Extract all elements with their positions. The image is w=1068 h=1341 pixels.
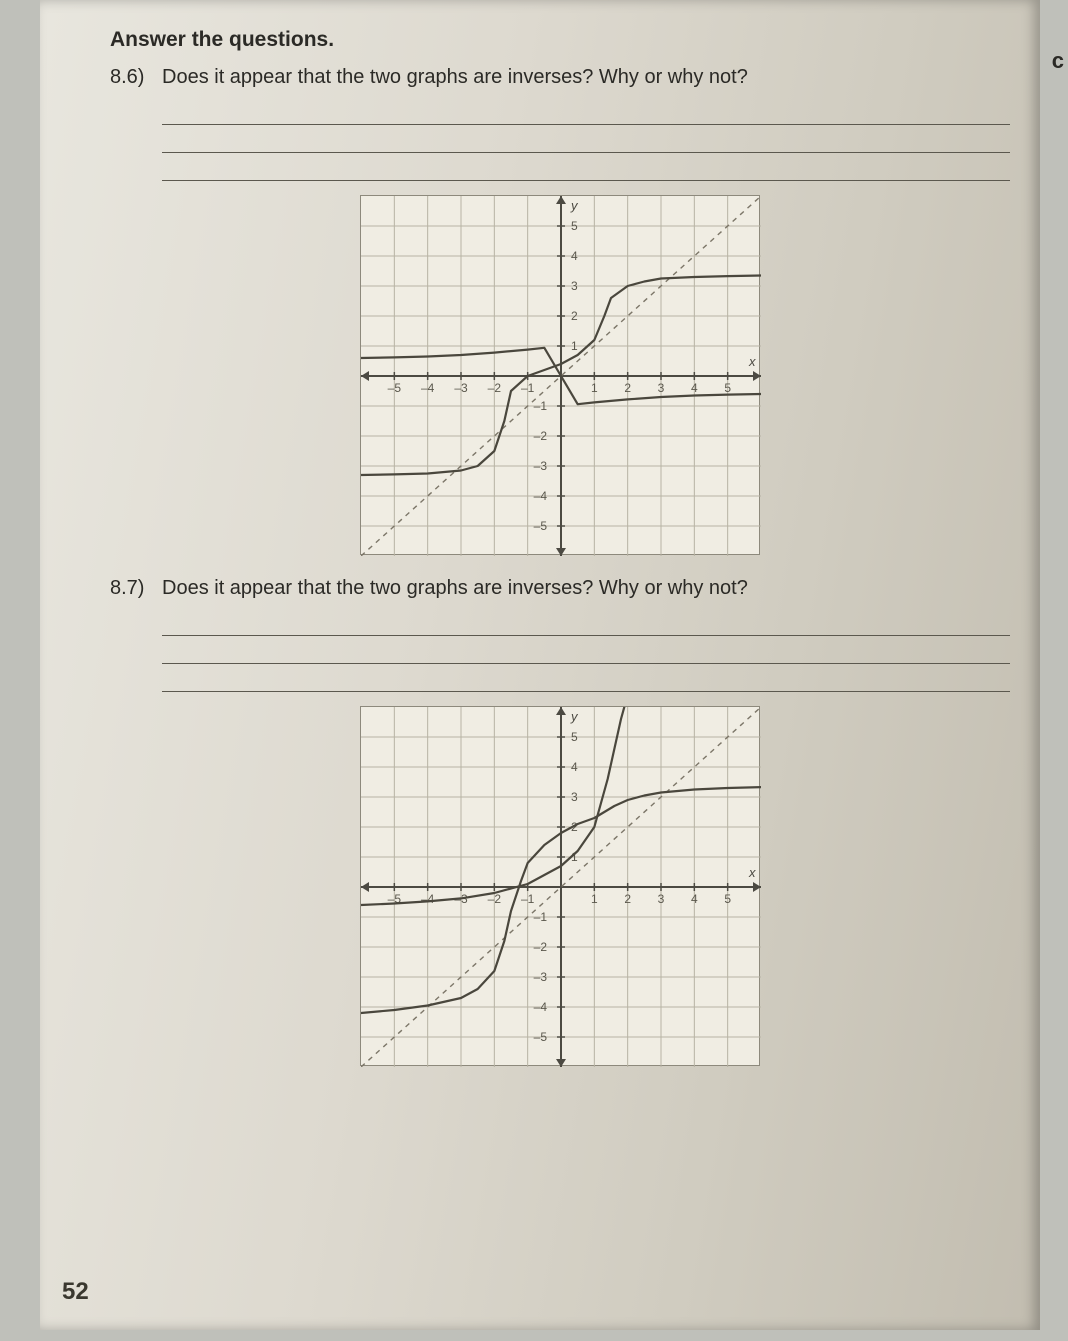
svg-text:–3: –3 [534, 970, 548, 984]
svg-text:1: 1 [591, 892, 598, 906]
graph-8-6: –5 –5 –4 –4 –3 –3 –2 –2 –1 –1 1 1 2 2 3 3 4 4 5 5 y x [360, 195, 760, 555]
svg-text:3: 3 [571, 279, 578, 293]
svg-text:2: 2 [624, 892, 631, 906]
question-text: Does it appear that the two graphs are i… [162, 66, 748, 89]
svg-text:–5: –5 [534, 519, 548, 533]
svg-text:–1: –1 [534, 910, 548, 924]
question-8-6: 8.6) Does it appear that the two graphs … [110, 66, 1010, 89]
answer-line[interactable] [162, 636, 1010, 664]
answer-lines-8-6 [162, 97, 1010, 181]
cutoff-text: c [1052, 48, 1064, 74]
svg-text:–4: –4 [534, 1000, 548, 1014]
section-heading: Answer the questions. [110, 28, 1010, 52]
svg-text:–3: –3 [534, 459, 548, 473]
question-text: Does it appear that the two graphs are i… [162, 577, 748, 600]
worksheet-page: Answer the questions. 8.6) Does it appea… [40, 0, 1040, 1330]
svg-text:–3: –3 [454, 381, 468, 395]
svg-text:–4: –4 [534, 489, 548, 503]
svg-text:4: 4 [571, 760, 578, 774]
page-number: 52 [62, 1278, 89, 1306]
svg-text:5: 5 [724, 892, 731, 906]
svg-text:–2: –2 [488, 381, 502, 395]
svg-text:2: 2 [571, 309, 578, 323]
svg-text:–1: –1 [521, 892, 535, 906]
svg-text:3: 3 [658, 892, 665, 906]
svg-text:5: 5 [571, 219, 578, 233]
question-number: 8.6) [110, 66, 162, 89]
svg-text:–2: –2 [534, 940, 548, 954]
svg-text:2: 2 [624, 381, 631, 395]
answer-line[interactable] [162, 97, 1010, 125]
question-8-7: 8.7) Does it appear that the two graphs … [110, 577, 1010, 600]
svg-text:1: 1 [591, 381, 598, 395]
svg-text:3: 3 [658, 381, 665, 395]
svg-text:5: 5 [724, 381, 731, 395]
answer-lines-8-7 [162, 608, 1010, 692]
svg-text:–1: –1 [521, 381, 535, 395]
svg-text:–4: –4 [421, 892, 435, 906]
question-number: 8.7) [110, 577, 162, 600]
svg-text:–2: –2 [534, 429, 548, 443]
svg-text:4: 4 [691, 892, 698, 906]
svg-text:x: x [748, 865, 756, 880]
svg-text:–1: –1 [534, 399, 548, 413]
svg-text:y: y [570, 198, 579, 213]
answer-line[interactable] [162, 608, 1010, 636]
svg-text:1: 1 [571, 339, 578, 353]
answer-line[interactable] [162, 664, 1010, 692]
svg-text:4: 4 [571, 249, 578, 263]
graph-8-7: –5–5–4–4–3–3–2–2–1–11122334455yx [360, 706, 760, 1066]
svg-text:4: 4 [691, 381, 698, 395]
svg-text:–5: –5 [534, 1030, 548, 1044]
svg-text:5: 5 [571, 730, 578, 744]
answer-line[interactable] [162, 125, 1010, 153]
svg-text:–5: –5 [388, 381, 402, 395]
svg-text:–4: –4 [421, 381, 435, 395]
answer-line[interactable] [162, 153, 1010, 181]
svg-text:x: x [748, 354, 756, 369]
svg-text:y: y [570, 709, 579, 724]
svg-text:3: 3 [571, 790, 578, 804]
